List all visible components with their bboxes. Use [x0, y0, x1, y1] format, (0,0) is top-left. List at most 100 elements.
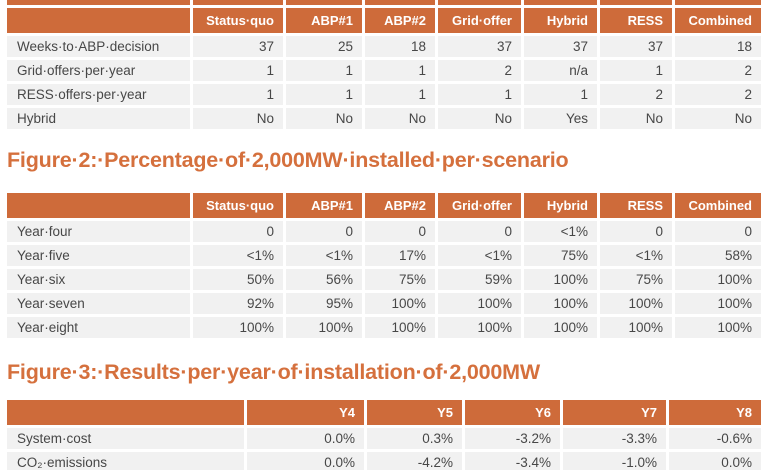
cell: 59% — [438, 269, 521, 290]
cell: 75% — [524, 245, 597, 266]
row-label: Year·four — [7, 221, 190, 242]
cell: 0 — [675, 221, 761, 242]
cell: <1% — [193, 245, 283, 266]
table-row: Year·five <1% <1% 17% <1% 75% <1% 58% — [7, 245, 761, 266]
cell: 2 — [438, 60, 521, 81]
figure3-title: Figure·3:·Results·per·year·of·installati… — [7, 360, 540, 384]
cell: 1 — [524, 84, 597, 105]
column-header: Combined — [675, 8, 761, 33]
clipped-cell — [193, 0, 283, 5]
row-label: Year·seven — [7, 293, 190, 314]
column-header: ABP#1 — [286, 8, 362, 33]
clipped-cell — [524, 0, 597, 5]
cell: 1 — [365, 84, 435, 105]
cell: -3.3% — [563, 428, 666, 449]
cell: 100% — [524, 317, 597, 338]
cell: 18 — [365, 36, 435, 57]
figure3-table: Y4 Y5 Y6 Y7 Y8 System·cost 0.0% 0.3% -3.… — [4, 397, 764, 470]
column-header: Y4 — [247, 400, 364, 425]
cell: <1% — [286, 245, 362, 266]
cell: 2 — [675, 60, 761, 81]
cell: 100% — [438, 317, 521, 338]
row-label: Year·eight — [7, 317, 190, 338]
cell: 1 — [193, 60, 283, 81]
cell: <1% — [600, 245, 672, 266]
cell: 1 — [365, 60, 435, 81]
column-header: Grid·offer — [438, 193, 521, 218]
table-row: Weeks·to·ABP·decision 37 25 18 37 37 37 … — [7, 36, 761, 57]
column-header: ABP#2 — [365, 8, 435, 33]
column-header: ABP#1 — [286, 193, 362, 218]
row-label: Grid·offers·per·year — [7, 60, 190, 81]
clipped-cell — [675, 0, 761, 5]
column-header: RESS — [600, 8, 672, 33]
row-label: Year·six — [7, 269, 190, 290]
cell: 37 — [524, 36, 597, 57]
clipped-cell — [438, 0, 521, 5]
cell: -3.4% — [465, 452, 560, 470]
cell: 100% — [675, 293, 761, 314]
column-header: Status·quo — [193, 193, 283, 218]
cell: 1 — [286, 60, 362, 81]
column-header: Y7 — [563, 400, 666, 425]
figure2-table: Status·quo ABP#1 ABP#2 Grid·offer Hybrid… — [4, 190, 764, 341]
clipped-cell — [7, 0, 190, 5]
cell: 0.0% — [247, 428, 364, 449]
table-row: RESS·offers·per·year 1 1 1 1 1 2 2 — [7, 84, 761, 105]
cell: 25 — [286, 36, 362, 57]
cell: 0 — [193, 221, 283, 242]
cell: 100% — [438, 293, 521, 314]
cell: 100% — [365, 293, 435, 314]
clipped-cell — [365, 0, 435, 5]
row-label: Year·five — [7, 245, 190, 266]
cell: <1% — [524, 221, 597, 242]
cell: 100% — [524, 293, 597, 314]
cell: 2 — [600, 84, 672, 105]
cell: 37 — [600, 36, 672, 57]
column-header: Y6 — [465, 400, 560, 425]
cell: 1 — [286, 84, 362, 105]
cell: -3.2% — [465, 428, 560, 449]
cell: 100% — [675, 269, 761, 290]
table-header-row: Status·quo ABP#1 ABP#2 Grid·offer Hybrid… — [7, 193, 761, 218]
column-header: Hybrid — [524, 8, 597, 33]
cell: 95% — [286, 293, 362, 314]
cell: -0.6% — [669, 428, 761, 449]
column-header: Combined — [675, 193, 761, 218]
table-row: System·cost 0.0% 0.3% -3.2% -3.3% -0.6% — [7, 428, 761, 449]
column-header: Y8 — [669, 400, 761, 425]
column-header: Status·quo — [193, 8, 283, 33]
cell: 2 — [675, 84, 761, 105]
column-header: ABP#2 — [365, 193, 435, 218]
cell: 0 — [600, 221, 672, 242]
cell: <1% — [438, 245, 521, 266]
table-row: Year·six 50% 56% 75% 59% 100% 75% 100% — [7, 269, 761, 290]
cell: -4.2% — [367, 452, 462, 470]
row-label: Hybrid — [7, 108, 190, 129]
cell: No — [675, 108, 761, 129]
row-label: Weeks·to·ABP·decision — [7, 36, 190, 57]
cell: 37 — [193, 36, 283, 57]
cell: 75% — [600, 269, 672, 290]
cell: Yes — [524, 108, 597, 129]
cell: 0 — [365, 221, 435, 242]
cell: No — [438, 108, 521, 129]
cell: No — [600, 108, 672, 129]
cell: 18 — [675, 36, 761, 57]
cell: 100% — [524, 269, 597, 290]
table-header-row: Y4 Y5 Y6 Y7 Y8 — [7, 400, 761, 425]
cell: n/a — [524, 60, 597, 81]
clipped-row — [7, 0, 761, 5]
table-row: Hybrid No No No No Yes No No — [7, 108, 761, 129]
column-header: RESS — [600, 193, 672, 218]
cell: 58% — [675, 245, 761, 266]
row-label: System·cost — [7, 428, 244, 449]
row-label: CO₂·emissions — [7, 452, 244, 470]
column-header: Hybrid — [524, 193, 597, 218]
column-header-blank — [7, 8, 190, 33]
table-row: Year·eight 100% 100% 100% 100% 100% 100%… — [7, 317, 761, 338]
table-row: Year·seven 92% 95% 100% 100% 100% 100% 1… — [7, 293, 761, 314]
cell: 100% — [600, 293, 672, 314]
cell: 1 — [600, 60, 672, 81]
